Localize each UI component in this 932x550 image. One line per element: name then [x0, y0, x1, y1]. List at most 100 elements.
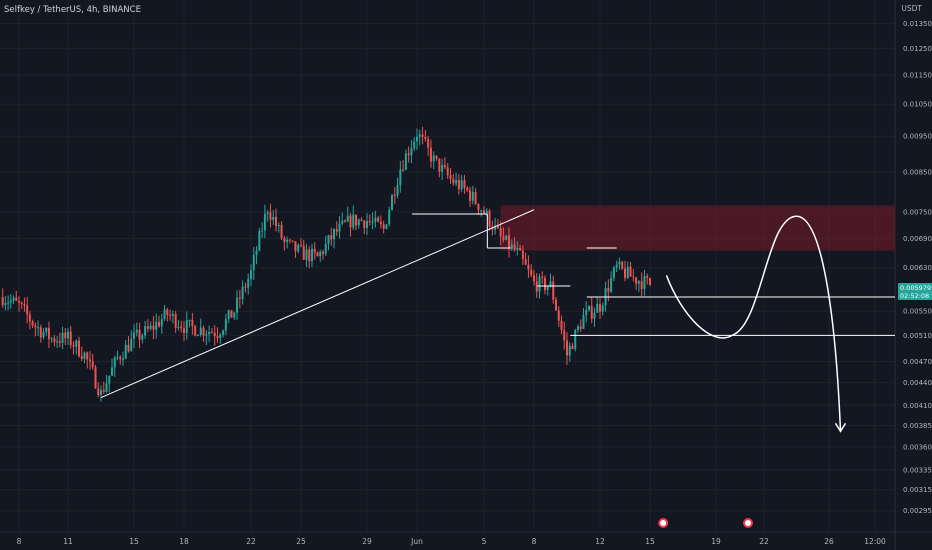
candle-body [635, 277, 638, 284]
candle-body [349, 215, 352, 228]
candle-body [368, 221, 371, 223]
candle-body [34, 325, 37, 328]
candle-body [294, 241, 297, 252]
candle-body [119, 357, 122, 360]
candle-body [124, 344, 127, 359]
candle-body [632, 276, 635, 278]
candle-body [483, 210, 485, 214]
candle-body [338, 223, 341, 232]
x-tick-label: 8 [17, 537, 22, 546]
candle-body [72, 345, 75, 347]
candle-body [391, 195, 393, 210]
candle-body [185, 320, 188, 333]
candle-body [324, 243, 327, 254]
candle-body [158, 321, 160, 327]
candle-body [346, 215, 349, 222]
last-price: 0.005979 [900, 284, 932, 292]
candle-body [404, 153, 407, 170]
candle-body [466, 187, 469, 191]
candle-body [26, 305, 29, 315]
x-tick-label: 8 [532, 537, 537, 546]
candle-body [519, 247, 522, 251]
candle-body [579, 326, 582, 329]
projection-path [665, 215, 842, 432]
candle-body [385, 224, 388, 229]
candle-body [388, 209, 391, 225]
candle-body [357, 219, 360, 226]
candle-body [596, 304, 599, 313]
candle-body [396, 184, 399, 196]
candle-body [471, 192, 474, 201]
chart-title: Selfkey / TetherUS, 4h, BINANCE [4, 5, 141, 15]
candle-body [643, 276, 646, 289]
candle-body [469, 190, 472, 201]
candle-body [250, 270, 252, 280]
candle-body [9, 300, 12, 303]
candle-body [313, 248, 316, 253]
candle-body [58, 341, 61, 343]
x-tick-label: 5 [482, 537, 487, 546]
candle-body [574, 329, 577, 349]
x-tick-label: 22 [759, 537, 769, 546]
candle-body [424, 136, 427, 140]
candle-body [199, 327, 202, 336]
candle-body [100, 389, 102, 396]
candle-body [191, 319, 194, 327]
candle-body [149, 325, 152, 329]
candle-body [618, 261, 621, 265]
candle-body [130, 338, 133, 352]
trendline [100, 209, 535, 399]
candle-body [42, 332, 45, 338]
candle-body [341, 220, 344, 224]
candle-body [280, 225, 283, 239]
candle-body [499, 228, 502, 237]
x-tick-label: 15 [129, 537, 139, 546]
candle-body [402, 169, 405, 171]
candle-body [45, 327, 48, 333]
candle-body [612, 267, 615, 278]
candle-body [610, 277, 613, 292]
candle-body [275, 216, 277, 226]
last-price-tag: 0.005979 02:52:08 [898, 283, 932, 300]
candle-body [485, 210, 488, 214]
candle-body [432, 155, 435, 162]
candle-body [47, 327, 50, 339]
candle-body [330, 235, 333, 240]
candle-body [286, 239, 289, 242]
candle-body [327, 235, 330, 244]
candle-body [455, 180, 458, 184]
candle-body [568, 345, 571, 356]
candle-body [169, 315, 172, 317]
candle-body [78, 340, 80, 357]
candle-body [64, 332, 67, 339]
candle-body [146, 326, 149, 329]
candle-body [366, 221, 368, 228]
candle-body [452, 178, 455, 184]
candle-body [516, 247, 519, 250]
candle-body [236, 297, 239, 313]
candle-body [255, 250, 258, 255]
candle-body [111, 367, 113, 376]
candle-body [538, 276, 541, 292]
candle-body [80, 356, 83, 359]
candle-body [163, 309, 166, 320]
countdown: 02:52:08 [900, 292, 930, 300]
candle-body [496, 225, 499, 229]
candle-body [626, 266, 629, 278]
candle-body [219, 334, 222, 338]
candle-body [374, 217, 377, 222]
candle-body [533, 275, 535, 282]
candle-body [333, 229, 335, 240]
candle-body [7, 302, 10, 304]
candle-body [566, 340, 568, 356]
candle-body [510, 244, 513, 249]
candle-body [261, 230, 264, 232]
candle-body [75, 340, 78, 347]
